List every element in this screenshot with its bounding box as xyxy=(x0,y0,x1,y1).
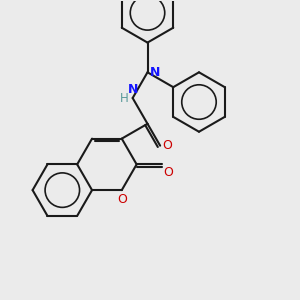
Text: O: O xyxy=(163,166,173,179)
Text: H: H xyxy=(120,92,129,104)
Text: N: N xyxy=(128,83,138,96)
Text: N: N xyxy=(150,66,160,79)
Text: O: O xyxy=(117,193,127,206)
Text: O: O xyxy=(162,139,172,152)
